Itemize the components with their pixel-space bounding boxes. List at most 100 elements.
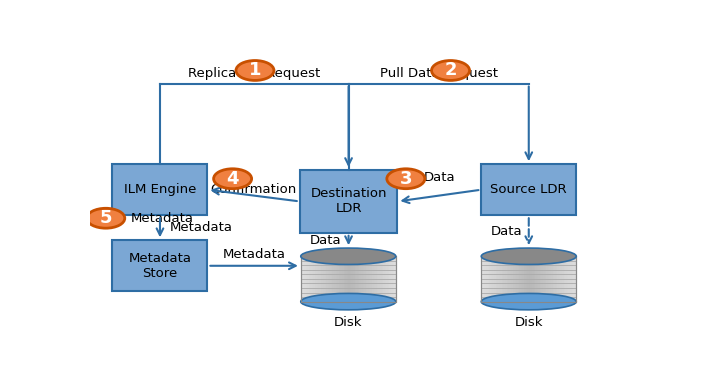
Bar — [391, 256, 393, 302]
Text: Metadata
Store: Metadata Store — [128, 252, 192, 280]
Bar — [521, 256, 523, 302]
Bar — [347, 256, 348, 302]
Bar — [388, 256, 389, 302]
Bar — [519, 256, 521, 302]
Bar — [491, 256, 492, 302]
Bar — [307, 256, 309, 302]
Bar — [523, 256, 524, 302]
Bar — [495, 256, 497, 302]
Bar — [337, 256, 339, 302]
FancyBboxPatch shape — [482, 164, 576, 215]
FancyBboxPatch shape — [112, 164, 208, 215]
Bar — [554, 256, 556, 302]
Bar — [353, 256, 355, 302]
Bar — [527, 256, 528, 302]
Bar — [573, 256, 575, 302]
Bar — [516, 256, 518, 302]
Circle shape — [236, 60, 274, 81]
Bar — [486, 256, 487, 302]
Text: Metadata: Metadata — [223, 247, 286, 261]
Bar — [343, 256, 345, 302]
Bar — [528, 256, 531, 302]
Bar — [372, 256, 373, 302]
Text: Metadata: Metadata — [170, 221, 233, 234]
Bar — [329, 256, 331, 302]
Bar — [544, 256, 547, 302]
Bar — [532, 256, 534, 302]
Bar — [324, 256, 326, 302]
Bar — [513, 256, 515, 302]
Text: 4: 4 — [226, 170, 239, 188]
Circle shape — [387, 169, 425, 189]
Text: ILM Engine: ILM Engine — [124, 183, 196, 196]
FancyBboxPatch shape — [112, 240, 208, 291]
Bar — [350, 256, 351, 302]
Bar — [560, 256, 562, 302]
Text: Replication Request: Replication Request — [188, 67, 320, 80]
Text: Source LDR: Source LDR — [490, 183, 567, 196]
Bar — [503, 256, 505, 302]
Bar — [314, 256, 315, 302]
Bar — [383, 256, 385, 302]
Bar — [332, 256, 334, 302]
Bar — [301, 256, 302, 302]
Bar — [317, 256, 318, 302]
Bar — [310, 256, 312, 302]
Bar — [363, 256, 364, 302]
Bar — [379, 256, 380, 302]
Bar — [511, 256, 513, 302]
Bar — [500, 256, 502, 302]
Ellipse shape — [301, 248, 396, 264]
Bar — [385, 256, 386, 302]
Bar — [358, 256, 359, 302]
Bar — [315, 256, 317, 302]
Bar — [549, 256, 551, 302]
Text: Data: Data — [490, 225, 522, 238]
Bar — [535, 256, 536, 302]
Bar — [367, 256, 369, 302]
Bar — [505, 256, 507, 302]
Bar — [381, 256, 383, 302]
Bar — [518, 256, 519, 302]
Bar — [497, 256, 499, 302]
Bar — [515, 256, 516, 302]
Bar — [339, 256, 340, 302]
Bar — [355, 256, 356, 302]
Bar — [373, 256, 375, 302]
Ellipse shape — [301, 293, 396, 310]
Bar — [507, 256, 508, 302]
Bar — [551, 256, 552, 302]
Bar — [356, 256, 358, 302]
Bar — [393, 256, 394, 302]
Bar — [502, 256, 503, 302]
Text: Pull Data Request: Pull Data Request — [380, 67, 497, 80]
Bar — [539, 256, 540, 302]
Bar — [309, 256, 310, 302]
Bar — [342, 256, 343, 302]
Bar — [386, 256, 388, 302]
Bar — [304, 256, 306, 302]
Bar — [541, 256, 543, 302]
Bar — [334, 256, 335, 302]
Bar — [366, 256, 367, 302]
Bar — [312, 256, 314, 302]
Bar — [331, 256, 332, 302]
Text: Data: Data — [423, 171, 455, 184]
Bar — [543, 256, 544, 302]
Bar — [536, 256, 539, 302]
Bar — [320, 256, 322, 302]
Bar — [369, 256, 371, 302]
Bar — [492, 256, 494, 302]
Bar — [564, 256, 565, 302]
Text: Disk: Disk — [515, 316, 543, 329]
Bar — [526, 256, 527, 302]
Bar — [323, 256, 324, 302]
Bar — [302, 256, 304, 302]
Text: 3: 3 — [399, 170, 412, 188]
Bar — [508, 256, 510, 302]
Bar — [552, 256, 554, 302]
Bar — [345, 256, 347, 302]
Circle shape — [213, 169, 252, 189]
Bar — [375, 256, 377, 302]
Circle shape — [432, 60, 469, 81]
